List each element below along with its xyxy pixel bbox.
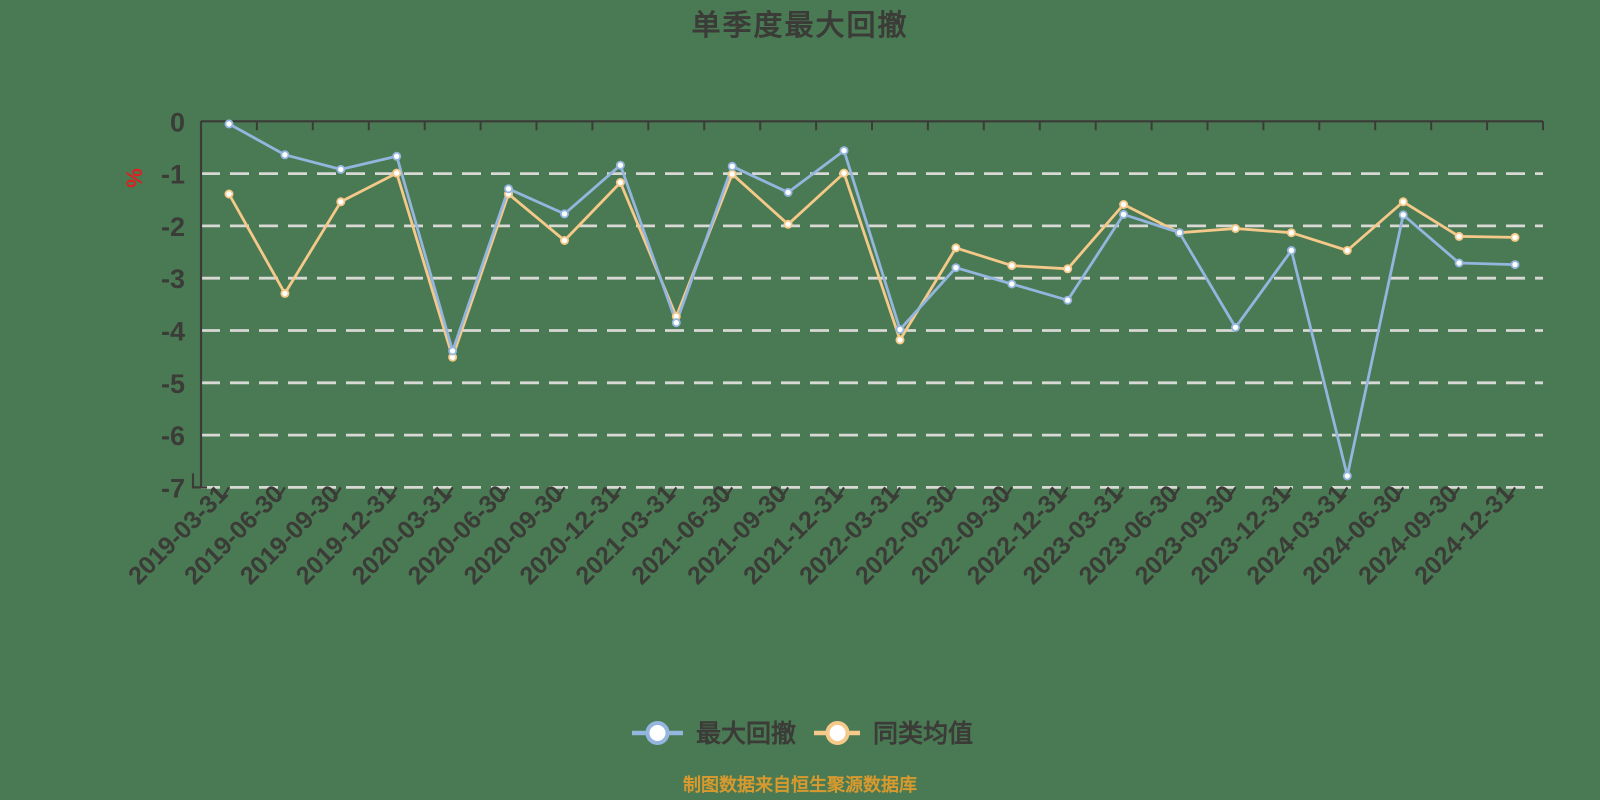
svg-text:制图数据来自恒生聚源数据库: 制图数据来自恒生聚源数据库 [683, 774, 917, 795]
svg-text:-7: -7 [161, 473, 185, 503]
svg-text:最大回撤: 最大回撤 [696, 719, 796, 748]
svg-text:0: 0 [170, 107, 185, 137]
svg-text:-6: -6 [161, 421, 185, 451]
svg-text:-5: -5 [161, 369, 185, 399]
svg-text:-3: -3 [161, 264, 185, 294]
svg-text:-1: -1 [161, 160, 185, 190]
svg-text:%: % [122, 168, 147, 188]
svg-text:同类均值: 同类均值 [873, 720, 973, 748]
svg-text:-4: -4 [161, 317, 185, 347]
svg-text:-2: -2 [161, 212, 185, 242]
